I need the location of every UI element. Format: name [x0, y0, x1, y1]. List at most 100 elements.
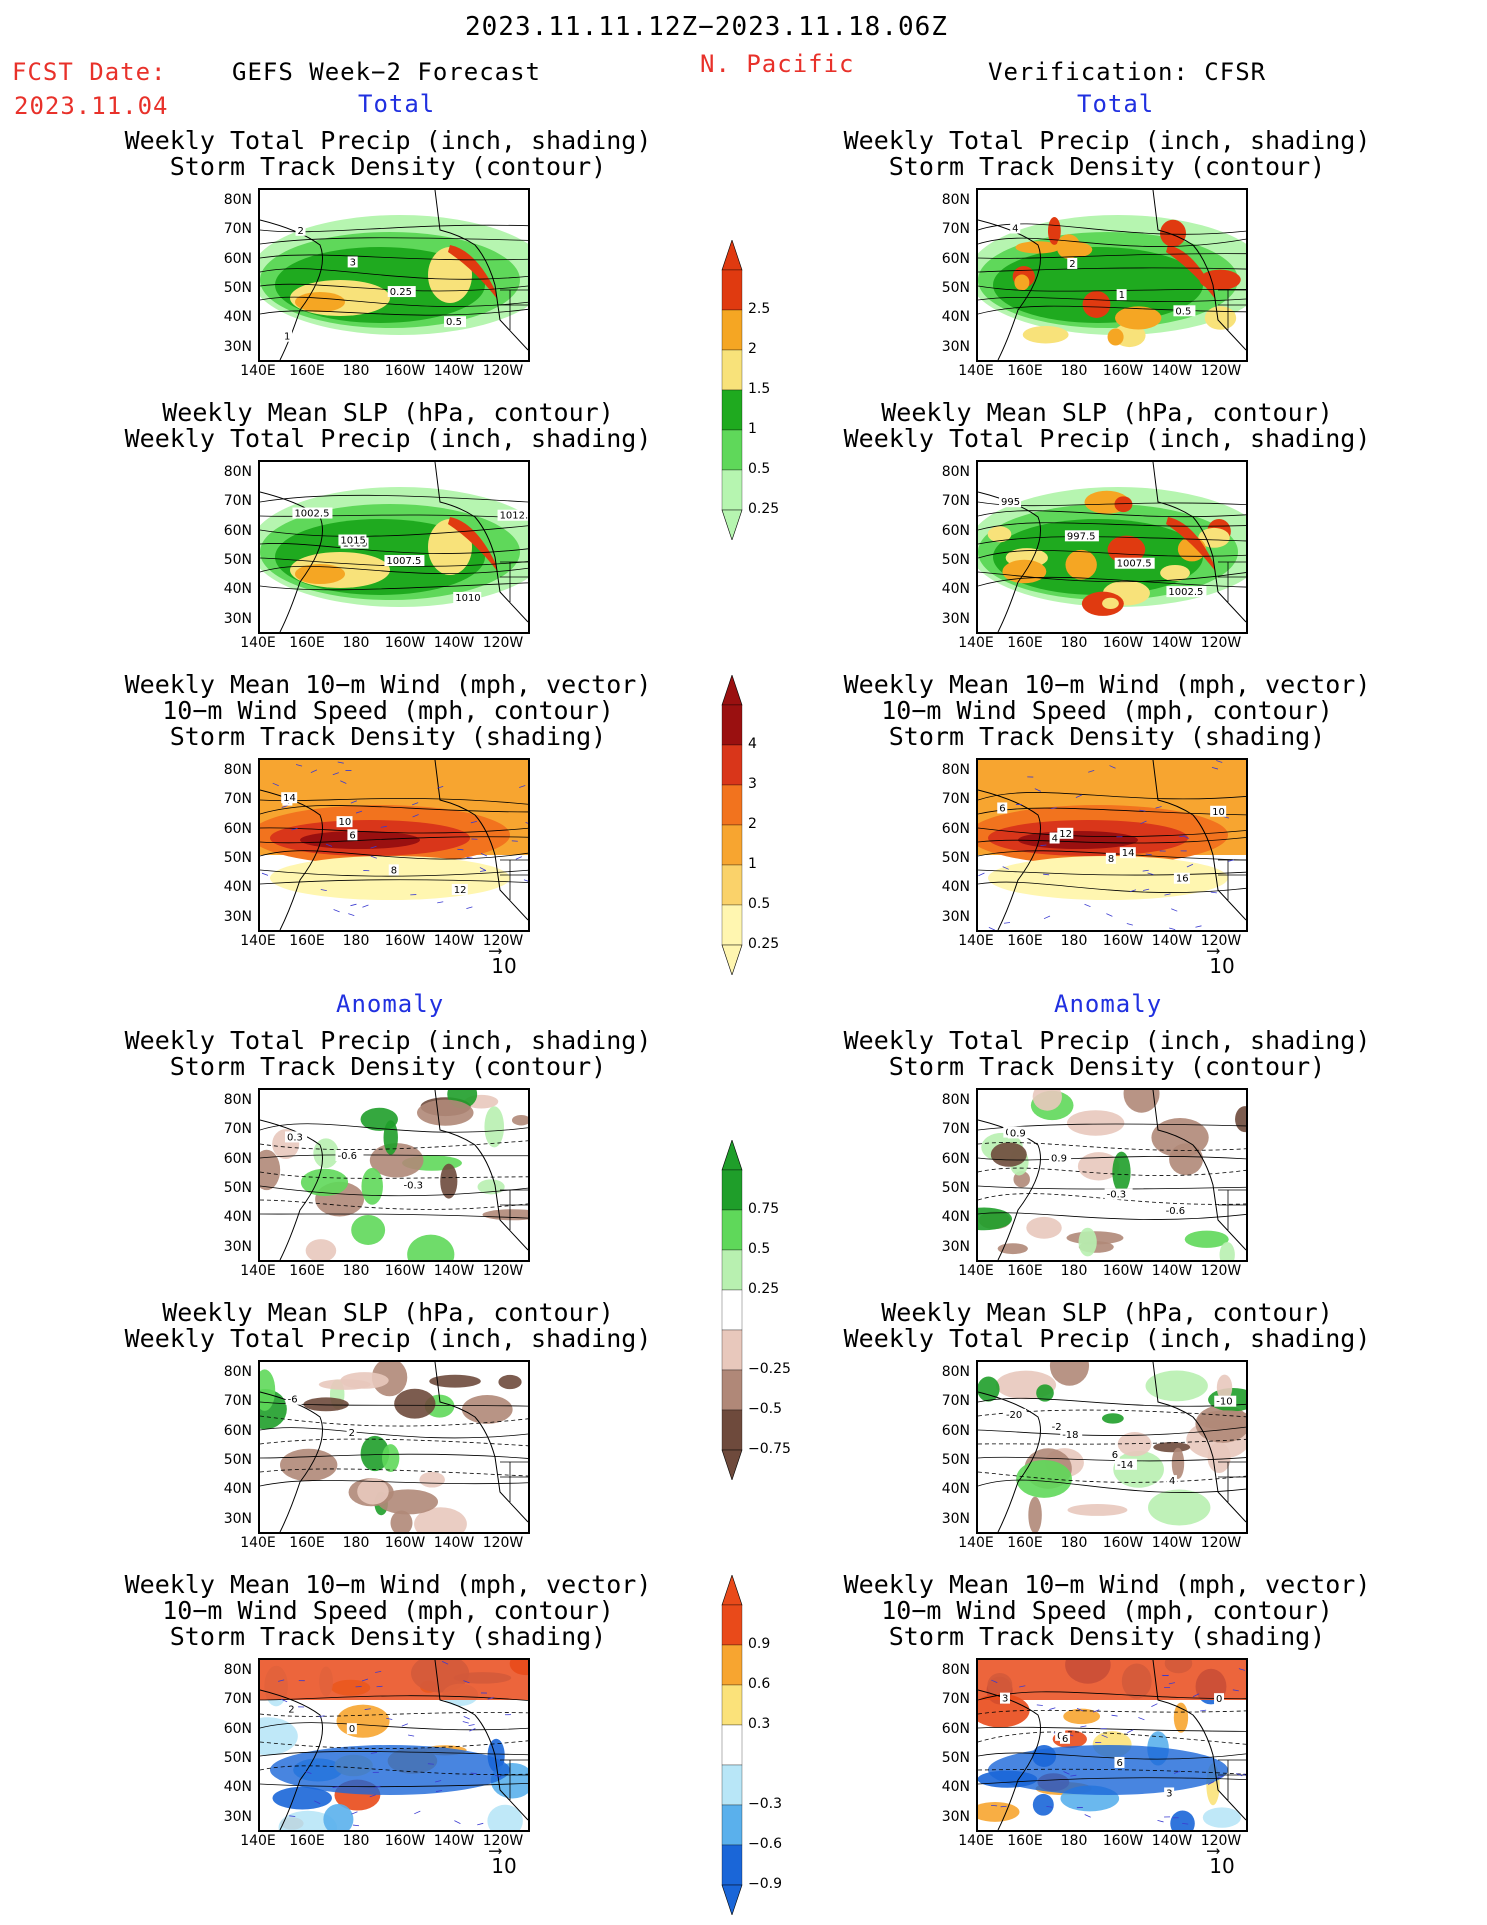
contour-label: 14: [1122, 848, 1135, 859]
contour-label: -0.6: [1166, 1206, 1186, 1217]
wind-vector: [427, 1763, 434, 1765]
contour-line: [978, 267, 1246, 273]
lat-tick-label: 60N: [223, 1422, 252, 1439]
colorbar-segment: [721, 429, 743, 471]
wind-vector: [1232, 1689, 1239, 1692]
wind-vector: [470, 820, 477, 824]
lat-tick-label: 80N: [941, 192, 970, 208]
wind-vector: [340, 780, 347, 784]
contour-label: 14: [283, 793, 296, 804]
wind-vector: [374, 1785, 381, 1788]
shade-blob: [323, 1803, 354, 1830]
wind-vector: [463, 1716, 470, 1720]
lon-tick-label: 120W: [1200, 635, 1242, 651]
panel-title-line: Storm Track Density (contour): [169, 152, 607, 181]
lat-tick-label: 40N: [941, 879, 970, 896]
map-panel: 468121410: [258, 758, 530, 932]
colorbar-label: −0.75: [748, 1441, 791, 1457]
shade-blob: [340, 1372, 389, 1389]
wind-vector: [1050, 807, 1057, 810]
wind-vector: [480, 853, 488, 857]
wind-vector: [1063, 1771, 1070, 1775]
shade-blob: [305, 1239, 337, 1260]
colorbar-label: 1: [748, 421, 757, 437]
contour-label-bg: [444, 316, 467, 328]
contour-line: [978, 1397, 1246, 1407]
shade-blob: [1235, 1106, 1246, 1133]
contour-label: 0.5: [1175, 306, 1191, 317]
contour-label-bg: [451, 883, 468, 895]
colorbar-segment: [721, 864, 743, 906]
contour-label-bg: [453, 591, 482, 603]
shade-blob: [336, 1704, 390, 1738]
shade-blob: [419, 1471, 445, 1488]
lat-tick-label: 30N: [941, 1238, 970, 1255]
contour-line: [260, 1415, 528, 1427]
lat-tick-label: 30N: [941, 338, 970, 355]
panel-title-line: Weekly Total Precip (inch, shading): [843, 1324, 1371, 1353]
shade-blob: [1123, 1090, 1160, 1113]
wind-vector: [337, 761, 344, 764]
lon-tick-label: 120W: [482, 1833, 524, 1849]
contour-label-bg: [1114, 1756, 1125, 1768]
lon-tick-label: 140E: [958, 1535, 994, 1551]
wind-vector: [1126, 923, 1133, 926]
map-svg: 0.3 -0.6 -0.3: [260, 1090, 528, 1260]
shade-blob: [1102, 597, 1119, 610]
map-panel: -20 -18 -14 4 -10 -2 6: [976, 1360, 1248, 1534]
panel-title-line: Weekly Mean SLP (hPa, contour): [162, 1298, 614, 1327]
wind-vector: [1236, 1773, 1243, 1777]
lat-tick-label: 30N: [223, 1808, 252, 1825]
contour-label-bg: [281, 792, 298, 804]
colorbar: [721, 1140, 743, 1480]
contour-label-bg: [1057, 827, 1074, 839]
contour-line: [260, 1722, 528, 1731]
lon-tick-label: 160E: [289, 1535, 325, 1551]
lon-tick-label: 140W: [433, 933, 475, 949]
shade-blob: [1015, 241, 1061, 254]
colorbar-segment: [721, 904, 743, 946]
wind-vector: [386, 1717, 393, 1720]
shade-blob: [1014, 274, 1030, 291]
contour-line: [978, 285, 1246, 292]
wind-vector: [525, 821, 528, 824]
colorbar-label: 0.25: [748, 1281, 780, 1297]
shade-blob: [1022, 325, 1069, 344]
wind-vector: [295, 764, 303, 767]
shade-blob: [300, 1168, 349, 1197]
contour-label-bg: [997, 802, 1008, 814]
wind-vector: [1168, 1682, 1175, 1685]
wind-vector: [1143, 888, 1150, 891]
lat-tick-label: 70N: [223, 791, 252, 808]
contour-label: 12: [1059, 829, 1072, 840]
contour-label-bg: [1173, 872, 1190, 884]
wind-vector: [361, 1678, 369, 1682]
shade-blob: [1049, 1362, 1090, 1386]
lat-tick-label: 70N: [223, 1691, 252, 1708]
shade-blob: [1066, 1110, 1125, 1136]
wind-vector: [376, 1685, 383, 1688]
shade-blob: [484, 1106, 505, 1148]
lat-tick-label: 80N: [941, 464, 970, 480]
lon-tick-label: 120W: [482, 635, 524, 651]
wind-vector: [1169, 927, 1176, 930]
contour-label: 16: [1176, 874, 1189, 885]
contour-label-bg: [284, 1131, 307, 1143]
map-panel: 2 3 0.25 0.5 1: [258, 188, 530, 362]
wind-vector: [523, 879, 528, 882]
shade-blob: [1202, 1807, 1242, 1828]
wind-vector: [991, 1804, 998, 1807]
colorbar-label: 0.6: [748, 1676, 771, 1692]
shade-blob: [361, 1167, 383, 1205]
contour-line: [978, 1142, 1246, 1151]
wind-vector: [414, 1810, 421, 1815]
wind-vector: [463, 1680, 470, 1684]
colorbar-segment: [721, 389, 743, 431]
panel-title-line: Storm Track Density (contour): [169, 1052, 607, 1081]
shade-blob: [369, 1143, 424, 1178]
contour-label: 0.9: [1010, 1128, 1026, 1139]
panel-title-line: 10−m Wind Speed (mph, contour): [162, 696, 614, 725]
fcst-date-label: FCST Date:: [12, 58, 167, 86]
wind-vector: [375, 1670, 382, 1673]
lon-tick-label: 160W: [384, 1535, 426, 1551]
